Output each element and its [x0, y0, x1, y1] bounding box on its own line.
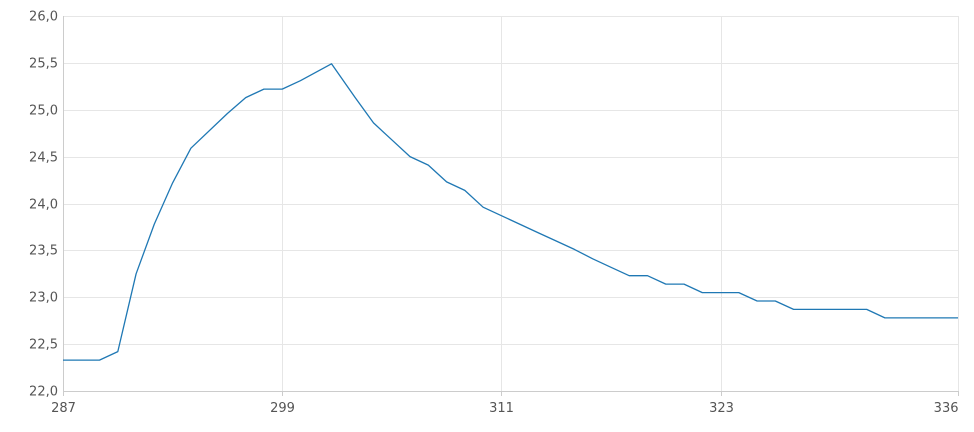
grid	[63, 16, 959, 392]
x-tick-label: 299	[270, 401, 295, 416]
y-tick-label: 23,5	[29, 244, 58, 259]
y-tick-label: 25,5	[29, 57, 58, 72]
x-tick-label: 311	[489, 401, 514, 416]
y-tick-label: 24,5	[29, 151, 58, 166]
tick-labels: 22,0 22,5 23,0 23,5 24,0 24,5 25,0 25,5 26,0 287 2…	[29, 10, 958, 417]
x-tick-label: 336	[934, 401, 959, 416]
y-tick-label: 24,0	[29, 198, 58, 213]
axes	[63, 16, 959, 396]
y-tick-label: 23,0	[29, 291, 58, 306]
y-tick-label: 22,0	[29, 385, 58, 400]
series-group	[63, 63, 958, 361]
y-tick-label: 25,0	[29, 104, 58, 119]
y-tick-label: 26,0	[29, 10, 58, 25]
x-tick-label: 287	[51, 401, 76, 416]
series-line	[63, 63, 958, 361]
x-tick-label: 323	[709, 401, 734, 416]
y-tick-label: 22,5	[29, 338, 58, 353]
